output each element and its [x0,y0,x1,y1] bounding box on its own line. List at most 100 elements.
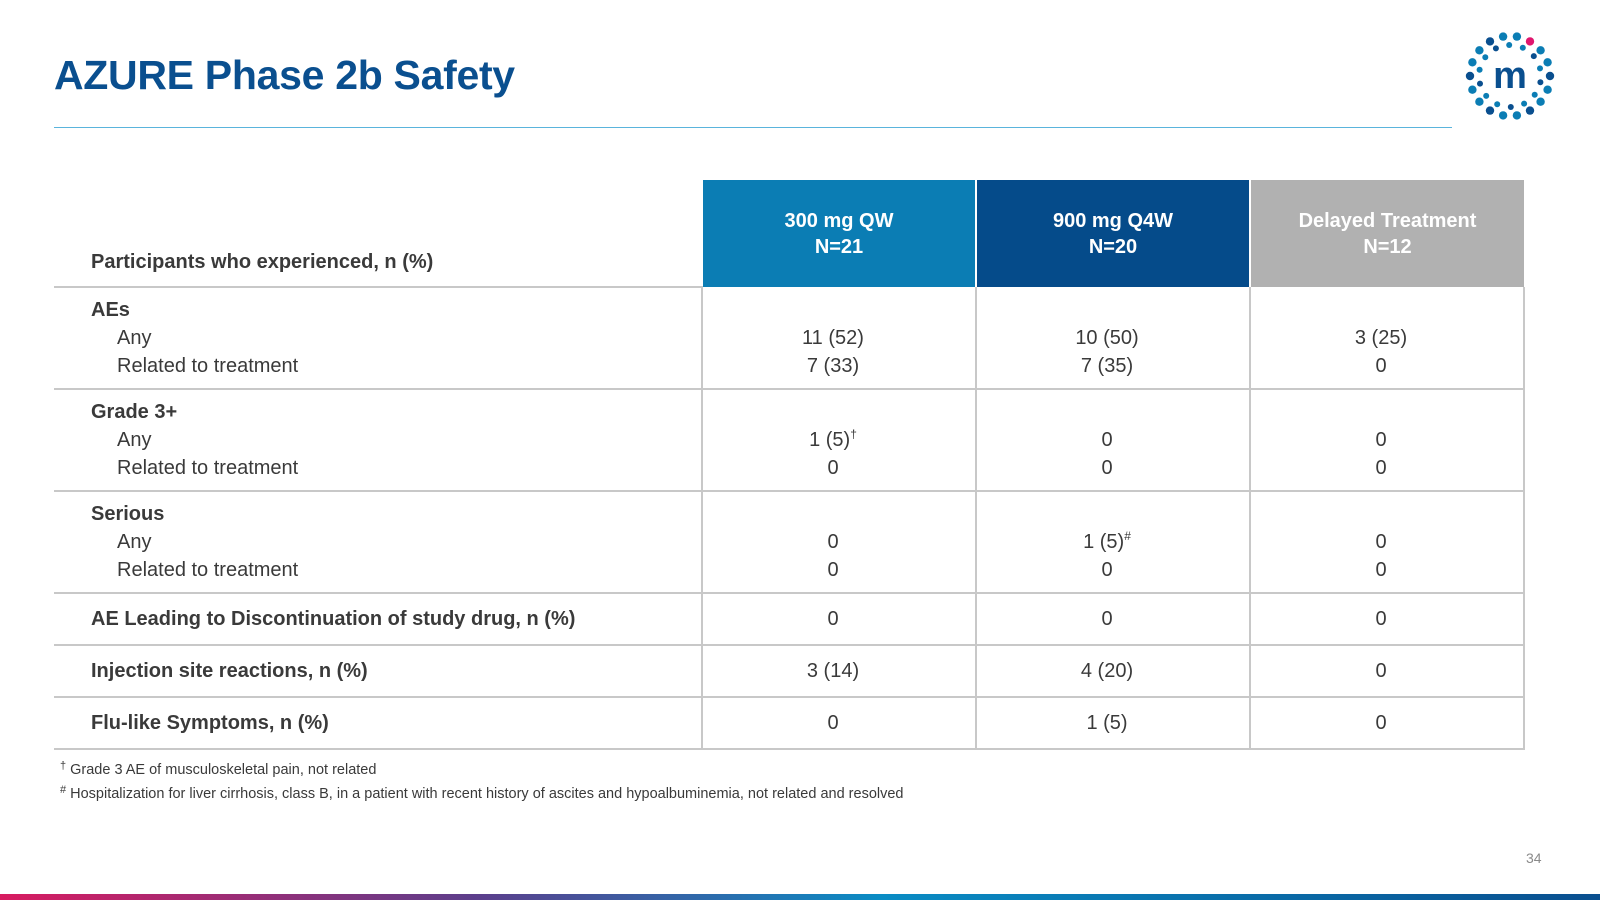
value-cell: 1 (5) [976,697,1251,750]
logo-dot [1530,53,1537,60]
value-cell: 3 (14) [702,645,977,698]
column-header-900mg-q4w: 900 mg Q4W N=20 [975,180,1250,287]
value-cell: 0 0 [702,491,977,594]
value-related: 0 [1375,355,1387,377]
logo-dot [1477,80,1483,87]
value-any: 0 [827,531,839,553]
value-cell: 4 (20) [976,645,1251,698]
page-title: AZURE Phase 2b Safety [54,52,515,98]
company-logo-icon: m [1465,32,1555,120]
value-cell: 0 [702,593,977,646]
table-row-injection-site: Injection site reactions, n (%) 3 (14) 4… [54,645,1525,698]
footnote-mark: † [850,427,857,441]
logo-dot-ring [1465,32,1555,120]
logo-dot [1519,44,1526,51]
value-any: 3 (25) [1354,327,1408,349]
title-divider [54,127,1452,128]
logo-dot [1537,65,1543,72]
value-related: 7 (35) [1080,355,1134,377]
column-header-dose: 900 mg Q4W [1052,209,1174,232]
logo-dot [1537,79,1544,86]
logo-dot [1512,32,1522,41]
footnote-mark: # [1124,529,1131,543]
row-label: Injection site reactions, n (%) [54,645,703,698]
row-label-cell: Serious Any Related to treatment [54,491,703,594]
table-header-row: Participants who experienced, n (%) 300 … [54,180,1524,288]
table-row-flu-like: Flu-like Symptoms, n (%) 0 1 (5) 0 [54,697,1525,750]
logo-dot [1531,91,1538,98]
safety-table: Participants who experienced, n (%) 300 … [54,180,1525,750]
value-cell: 0 [976,593,1251,646]
value-related: 0 [1375,457,1387,479]
bottom-color-bar [0,894,1600,900]
logo-dot [1475,97,1484,106]
footnote-dagger: † Grade 3 AE of musculoskeletal pain, not… [60,758,903,782]
row-label: Flu-like Symptoms, n (%) [54,697,703,750]
value-cell: 0 [1250,645,1525,698]
value-cell: 0 [702,697,977,750]
value-cell: 3 (25) 0 [1250,287,1525,390]
logo-dot [1507,104,1514,110]
row-label-cell: Grade 3+ Any Related to treatment [54,389,703,492]
logo-dot [1545,71,1555,81]
column-header-dose: 300 mg QW [784,209,894,232]
page-number: 34 [1526,850,1542,866]
value-any: 0 [1375,429,1387,451]
table-row-grade3: Grade 3+ Any Related to treatment 1 (5)†… [54,389,1525,492]
logo-dot [1492,45,1499,52]
value-cell: 0 0 [1250,389,1525,492]
logo-dot [1506,42,1513,48]
sub-label-any: Any [117,429,152,451]
value-related: 0 [1101,457,1113,479]
footnotes: † Grade 3 AE of musculoskeletal pain, not… [60,758,903,806]
logo-dot [1536,97,1545,106]
value-related: 7 (33) [806,355,860,377]
sub-label-related: Related to treatment [117,559,299,581]
logo-dot [1543,85,1552,94]
value-related: 0 [827,559,839,581]
table-row-aes: AEs Any Related to treatment 11 (52) 7 (… [54,287,1525,390]
logo-letter: m [1493,55,1527,97]
value-cell: 11 (52) 7 (33) [702,287,977,390]
value-any: 1 (5) [1083,531,1125,553]
sub-label-any: Any [117,327,152,349]
column-header-300mg-qw: 300 mg QW N=21 [701,180,976,287]
logo-dot [1536,46,1545,55]
logo-dot [1494,101,1501,108]
column-header-dose: Delayed Treatment [1298,209,1477,232]
value-related: 0 [827,457,839,479]
footnote-symbol: # [60,784,67,796]
logo-dot [1476,66,1483,73]
sub-label-related: Related to treatment [117,355,299,377]
value-cell: 0 [1250,593,1525,646]
value-cell: 10 (50) 7 (35) [976,287,1251,390]
value-cell: 1 (5)† 0 [702,389,977,492]
value-cell: 0 0 [1250,491,1525,594]
value-any: 0 [1101,429,1113,451]
value-cell: 1 (5)# 0 [976,491,1251,594]
group-label: Serious [91,503,165,525]
logo-dot [1475,46,1484,55]
table-row-serious: Serious Any Related to treatment 0 0 1 (… [54,491,1525,594]
logo-dot [1498,111,1508,120]
row-label-cell: AEs Any Related to treatment [54,287,703,390]
column-header-n: N=20 [1088,235,1138,258]
footnote-symbol: † [60,760,67,772]
logo-dot [1482,54,1489,61]
logo-dot [1498,32,1508,41]
footnote-text: Grade 3 AE of musculoskeletal pain, not … [70,762,377,778]
group-label: AEs [91,299,130,321]
logo-dot [1521,100,1528,107]
footnote-text: Hospitalization for liver cirrhosis, cla… [70,786,904,802]
value-any: 1 (5) [809,429,851,451]
logo-dot [1468,58,1477,67]
logo-dot [1543,58,1552,67]
value-related: 0 [1101,559,1113,581]
sub-label-related: Related to treatment [117,457,299,479]
sub-label-any: Any [117,531,152,553]
column-header-n: N=21 [814,235,864,258]
logo-dot [1485,106,1495,115]
column-header-n: N=12 [1363,235,1412,258]
table-row-discontinuation: AE Leading to Discontinuation of study d… [54,593,1525,646]
column-header-delayed-treatment: Delayed Treatment N=12 [1249,180,1524,287]
